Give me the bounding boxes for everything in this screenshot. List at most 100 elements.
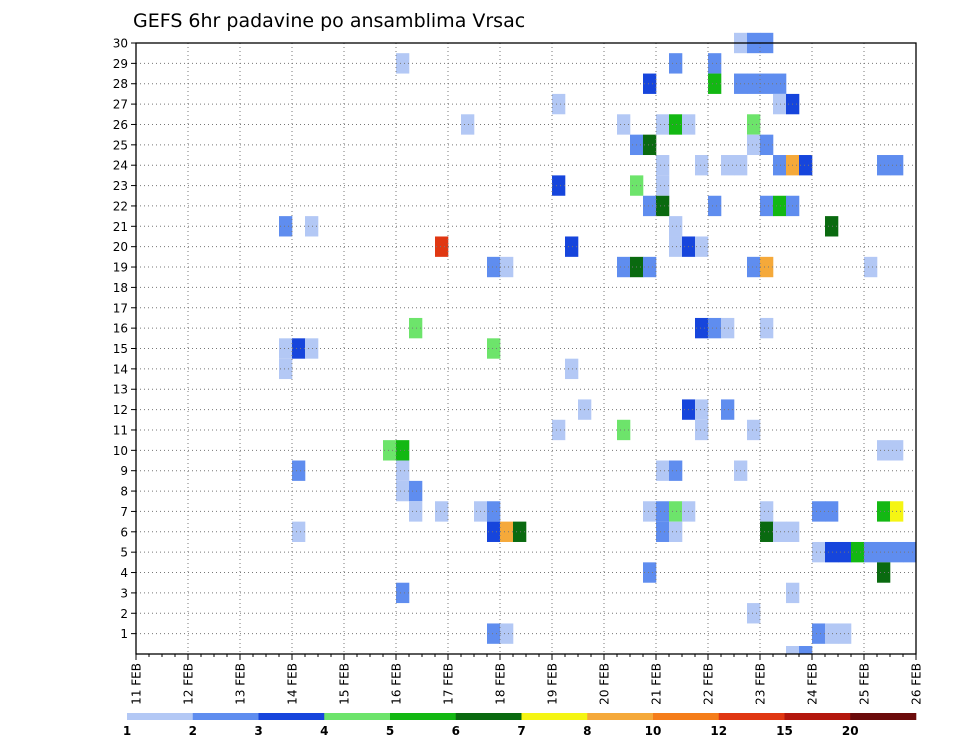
heatmap-cell <box>500 256 514 278</box>
y-tick-label: 8 <box>120 485 128 499</box>
x-tick-label: 11 FEB <box>130 663 144 705</box>
heatmap-cell <box>773 521 787 542</box>
y-tick-label: 7 <box>120 505 128 519</box>
heatmap-cell <box>747 603 761 624</box>
heatmap-cell <box>747 419 761 441</box>
heatmap-cell <box>305 216 319 237</box>
y-tick-label: 9 <box>120 464 128 478</box>
heatmap-cell <box>396 53 410 74</box>
y-tick-label: 30 <box>113 37 128 51</box>
x-tick-label: 26 FEB <box>910 663 924 705</box>
heatmap-cell <box>435 236 449 257</box>
colorbar-legend: 1 2 3 4 5 6 7 8 10 12 15 20 <box>123 713 917 738</box>
y-tick-label: 10 <box>113 444 128 458</box>
heatmap-cell <box>552 93 566 115</box>
heatmap-cell <box>669 501 683 522</box>
heatmap-cell <box>669 216 683 237</box>
heatmap-cell <box>487 256 501 278</box>
heatmap-cell <box>279 338 293 359</box>
heatmap-cell <box>825 541 839 563</box>
x-tick-label: 16 FEB <box>390 663 404 705</box>
heatmap-cell <box>773 195 787 217</box>
heatmap-cell <box>500 521 514 542</box>
heatmap-cell <box>903 541 917 563</box>
colorbar-label: 15 <box>776 724 793 738</box>
heatmap-cell <box>708 53 722 74</box>
heatmap-cell <box>721 399 735 420</box>
heatmap-cell <box>760 256 774 278</box>
heatmap-cell <box>500 623 514 644</box>
x-tick-label: 13 FEB <box>234 663 248 705</box>
x-tick-label: 14 FEB <box>286 663 300 705</box>
x-tick-label: 12 FEB <box>182 663 196 705</box>
y-tick-label: 4 <box>120 566 128 580</box>
y-tick-label: 16 <box>113 322 128 336</box>
y-tick-label: 27 <box>113 98 128 112</box>
heatmap-cell <box>747 134 761 156</box>
heatmap-cell <box>864 541 878 563</box>
heatmap-cell <box>773 93 787 115</box>
heatmap-cell <box>396 460 410 481</box>
x-tick-label: 23 FEB <box>754 663 768 705</box>
heatmap-cell <box>279 358 293 380</box>
heatmap-cell <box>669 53 683 74</box>
colorbar-swatch <box>127 713 194 720</box>
heatmap-cell <box>409 317 423 339</box>
x-tick-label: 18 FEB <box>494 663 508 705</box>
y-tick-label: 23 <box>113 179 128 193</box>
heatmap-cell <box>695 419 709 441</box>
heatmap-cell <box>487 501 501 522</box>
colorbar-label: 10 <box>645 724 662 738</box>
heatmap-cell <box>643 562 657 583</box>
heatmap-cell <box>851 541 865 563</box>
heatmap-cell <box>877 155 891 176</box>
colorbar-label: 3 <box>254 724 262 738</box>
heatmap-cell <box>721 155 735 176</box>
y-tick-label: 24 <box>113 159 128 173</box>
colorbar-swatch <box>653 713 720 720</box>
heatmap-cell <box>747 256 761 278</box>
heatmap-cell <box>292 460 306 481</box>
heatmap-cell <box>461 114 475 135</box>
heatmap-cell <box>812 541 826 563</box>
heatmap-cell <box>409 480 423 502</box>
heatmap-cell <box>396 440 410 461</box>
colorbar-label: 5 <box>386 724 394 738</box>
heatmap-cell <box>695 317 709 339</box>
heatmap-cell <box>760 317 774 339</box>
heatmap-cell <box>656 501 670 522</box>
heatmap-cell <box>877 440 891 461</box>
heatmap-cell <box>708 317 722 339</box>
y-tick-label: 20 <box>113 240 128 254</box>
y-tick-label: 2 <box>120 607 128 621</box>
colorbar-label: 2 <box>189 724 197 738</box>
heatmap-cell <box>695 399 709 420</box>
heatmap-cell <box>773 73 787 94</box>
heatmap-cell <box>812 501 826 522</box>
y-tick-label: 1 <box>120 627 128 641</box>
chart-title: GEFS 6hr padavine po ansamblima Vrsac <box>133 10 525 32</box>
heatmap-cell <box>669 236 683 257</box>
heatmap-cell <box>773 155 787 176</box>
colorbar-swatch <box>455 713 522 720</box>
y-tick-label: 5 <box>120 546 128 560</box>
heatmap-cell <box>292 521 306 542</box>
y-tick-label: 28 <box>113 77 128 91</box>
heatmap-cell <box>799 646 813 654</box>
heatmap-cell <box>695 236 709 257</box>
y-tick-label: 14 <box>113 362 128 376</box>
colorbar-label: 8 <box>583 724 591 738</box>
heatmap-cell <box>760 501 774 522</box>
heatmap-cell <box>799 155 813 176</box>
heatmap-cell <box>435 501 449 522</box>
heatmap-cell <box>877 562 891 583</box>
heatmap-cell <box>656 114 670 135</box>
heatmap-cell <box>656 460 670 481</box>
colorbar-swatch <box>324 713 391 720</box>
heatmap-cell <box>305 338 319 359</box>
heatmap-cell <box>708 73 722 94</box>
colorbar-label: 7 <box>517 724 525 738</box>
y-tick-label: 25 <box>113 138 128 152</box>
y-tick-label: 19 <box>113 261 128 275</box>
